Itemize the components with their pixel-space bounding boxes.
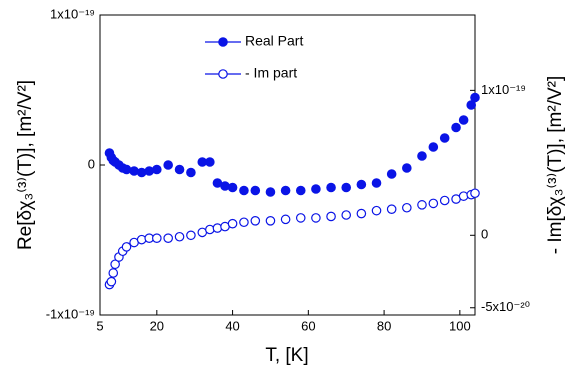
x-axis-label: T, [K] [265, 345, 308, 366]
data-point [121, 242, 132, 252]
data-point [186, 167, 196, 178]
legend-label: Real Part [245, 33, 303, 49]
y-tick-label: 1x10⁻¹⁹ [50, 6, 95, 21]
x-tick-label: 5 [96, 318, 103, 333]
legend-marker [218, 37, 228, 47]
data-point [402, 163, 412, 173]
data-point [295, 185, 306, 196]
y2-tick-label: -5x10⁻²⁰ [481, 299, 530, 314]
data-point [250, 215, 261, 226]
data-point [136, 234, 147, 245]
data-point [417, 200, 427, 210]
x-tick-label: 40 [225, 318, 239, 333]
data-point [311, 184, 321, 194]
data-point [227, 218, 238, 229]
data-point [280, 185, 291, 196]
data-point [152, 164, 162, 175]
data-point [428, 142, 439, 152]
x-tick-label: 20 [150, 318, 164, 333]
data-point [356, 208, 367, 219]
data-point [417, 151, 427, 161]
data-point [428, 198, 439, 209]
data-point [439, 133, 450, 143]
data-point [220, 181, 230, 191]
data-point [265, 187, 276, 197]
data-point [311, 213, 321, 223]
data-point [470, 188, 480, 199]
y-tick-label: 0 [88, 156, 95, 171]
data-point [174, 164, 185, 175]
data-point [121, 164, 132, 175]
data-point [458, 115, 469, 125]
x-tick-label: 80 [377, 318, 391, 333]
data-point [186, 230, 196, 241]
data-point [212, 223, 223, 233]
data-point [356, 179, 367, 190]
data-point [470, 92, 480, 103]
data-point [386, 204, 397, 215]
data-point [265, 215, 276, 226]
y2-axis-label: - Im[δχ₃⁽³⁾(T)], [m²/V²] [545, 76, 566, 255]
data-point [466, 100, 477, 110]
y-tick-label: -1x10⁻¹⁹ [46, 306, 95, 321]
data-point [386, 169, 397, 179]
data-point [108, 268, 119, 278]
legend-marker [218, 69, 228, 79]
data-point [371, 178, 382, 188]
data-point [227, 182, 238, 193]
data-point [163, 160, 173, 170]
data-point [239, 185, 249, 196]
data-point [458, 191, 469, 201]
data-point [174, 231, 185, 242]
data-point [341, 182, 352, 193]
data-point [152, 233, 162, 243]
data-point [110, 259, 120, 270]
data-point [144, 166, 155, 176]
data-point [280, 214, 291, 225]
data-point [136, 167, 147, 178]
data-point [295, 213, 306, 223]
data-point [439, 195, 450, 206]
y2-tick-label: 0 [481, 227, 488, 242]
data-point [106, 276, 117, 287]
y2-tick-label: 1x10⁻¹⁹ [481, 82, 526, 97]
x-tick-label: 60 [301, 318, 315, 333]
data-point [451, 122, 461, 133]
legend-label: - Im part [245, 65, 297, 81]
data-point [205, 224, 215, 235]
x-tick-label: 100 [449, 318, 471, 333]
data-point [129, 166, 139, 176]
data-point [250, 185, 261, 196]
y-axis-label: Re[δχ₃⁽³⁾(T)], [m²/V²] [15, 80, 36, 250]
data-point [205, 157, 215, 167]
data-point [326, 211, 336, 222]
data-point [402, 202, 412, 213]
data-point [163, 233, 173, 243]
data-point [239, 217, 249, 228]
data-point [341, 210, 352, 220]
data-point [371, 205, 382, 216]
data-point [326, 182, 336, 193]
